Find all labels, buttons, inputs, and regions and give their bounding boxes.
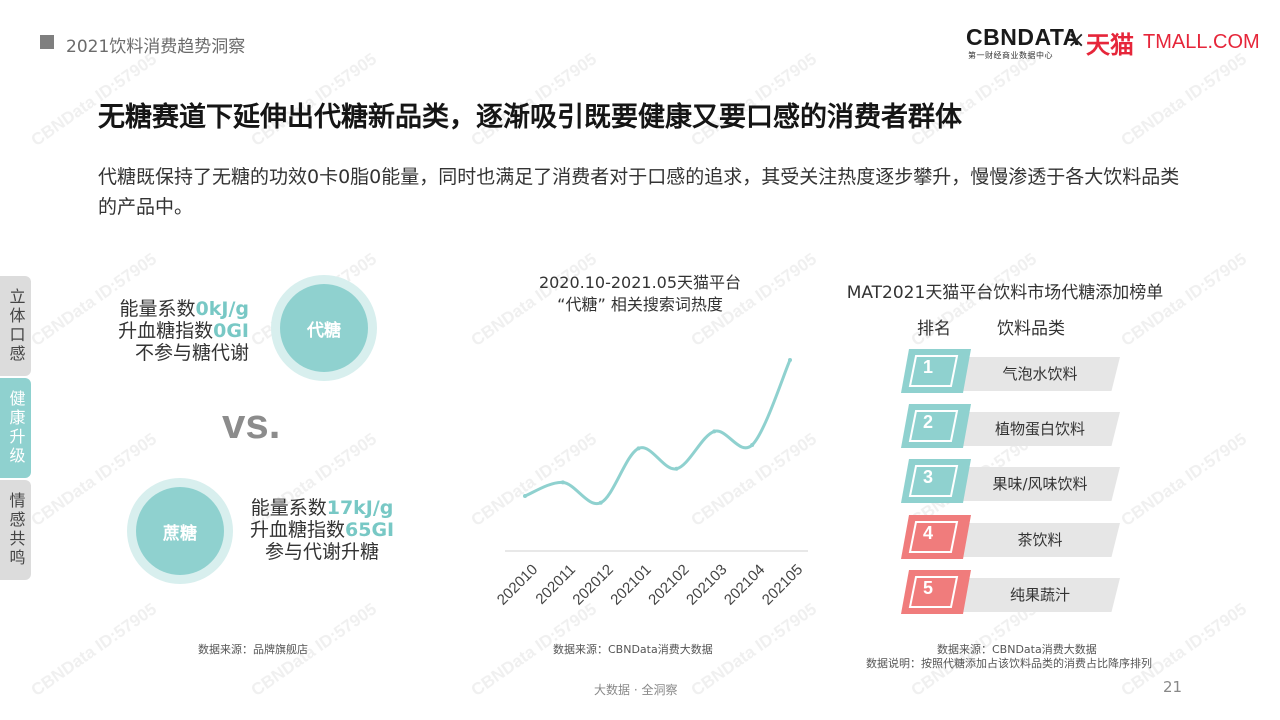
ranking-item-name: 茶饮料 (1017, 531, 1063, 549)
tmall-logo-cn: 天猫 (1086, 31, 1134, 59)
rank-number: 2 (922, 412, 933, 432)
ranking-bar (950, 523, 1120, 557)
ranking-item: 气泡水饮料 1 (895, 347, 1135, 395)
ranking-item: 纯果蔬汁 5 (895, 568, 1135, 616)
ranking-title: MAT2021天猫平台饮料市场代糖添加榜单 (846, 283, 1164, 303)
page-title: 无糖赛道下延伸出代糖新品类，逐渐吸引既要健康又要口感的消费者群体 (98, 102, 962, 133)
ranking-bar (950, 467, 1120, 501)
ranking-item-name: 纯果蔬汁 (1009, 586, 1070, 604)
section-marker (40, 35, 54, 49)
ranking-item: 茶饮料 4 (895, 513, 1135, 561)
ranking-bar (950, 578, 1120, 612)
rank-number: 1 (922, 357, 933, 377)
x-tick-label: 202012 (569, 561, 616, 608)
comparison-source: 数据来源：品牌旗舰店 (198, 643, 308, 656)
x-tick-label: 202102 (645, 561, 692, 608)
spec-value: 0GI (213, 320, 249, 342)
ranking-bar (950, 357, 1120, 391)
search-trend-chart: 2020102020112020122021012021022021032021… (494, 358, 808, 609)
trend-point (636, 446, 641, 451)
x-tick-label: 202104 (721, 561, 768, 608)
section-title: 2021饮料消费趋势洞察 (66, 37, 246, 57)
tmall-logo-en: TMALL.COM (1143, 31, 1260, 53)
page-description: 代糖既保持了无糖的功效0卡0脂0能量，同时也满足了消费者对于口感的追求，其受关注… (98, 166, 1180, 218)
watermark: CBNData ID:57905 (1117, 429, 1251, 530)
ranking-item-name: 植物蛋白饮料 (994, 420, 1085, 438)
x-tick-label: 202010 (494, 561, 541, 608)
brand-logo: CBNDATA 第一财经商业数据中心 × 天猫 TMALL.COM (966, 24, 1260, 64)
spec-label: 能量系数 (119, 298, 196, 320)
cbndata-logo-subtitle: 第一财经商业数据中心 (968, 51, 1053, 60)
cbndata-logo-text: CBNDATA (966, 24, 1080, 50)
rank-badge-icon (901, 515, 971, 559)
spec-value: 65GI (345, 519, 395, 541)
rank-badge-icon (901, 349, 971, 393)
bubble-label: 蔗糖 (163, 523, 197, 544)
spec-value: 0kJ/g (195, 298, 249, 320)
page-number: 21 (1163, 678, 1183, 696)
vs-label: vs. (222, 400, 281, 447)
rank-badge-icon (901, 404, 971, 448)
spec-metabolism: 参与代谢升糖 (265, 541, 380, 563)
rank-number: 5 (922, 578, 933, 598)
trend-point (523, 494, 527, 498)
trend-point (560, 480, 565, 485)
bubble-label: 代糖 (307, 320, 341, 341)
spec-metabolism: 不参与糖代谢 (134, 342, 249, 364)
ranking-item: 果味/风味饮料 3 (895, 457, 1135, 505)
side-tab-emotion[interactable]: 情感共鸣 (0, 480, 31, 580)
rank-badge-icon (901, 459, 971, 503)
substitute-specs: 能量系数0kJ/g 升血糖指数0GI 不参与糖代谢 (118, 298, 249, 364)
x-tick-label: 202105 (759, 561, 806, 608)
x-tick-label: 202011 (532, 561, 579, 608)
logo-cross: × (1067, 28, 1086, 53)
rank-number: 3 (922, 467, 933, 487)
trend-point (712, 429, 717, 434)
trend-point (598, 500, 603, 505)
ranking-source: 数据来源：CBNData消费大数据 (937, 643, 1097, 656)
spec-label: 升血糖指数 (118, 320, 214, 342)
ranking-note: 数据说明：按照代糖添加占该饮料品类的消费占比降序排列 (866, 657, 1152, 670)
chart-title-line1: 2020.10-2021.05天猫平台 (538, 273, 742, 292)
watermark: CBNData ID:57905 (1117, 599, 1251, 700)
side-tab-label: 立体口感 (6, 288, 26, 364)
rank-number: 4 (922, 523, 933, 543)
sucrose-specs: 能量系数17kJ/g 升血糖指数65GI 参与代谢升糖 (250, 497, 394, 563)
ranking-col-rank: 排名 (917, 319, 951, 339)
ranking-item-name: 果味/风味饮料 (992, 475, 1088, 493)
side-tab-health[interactable]: 健康升级 (0, 378, 31, 478)
spec-value: 17kJ/g (326, 497, 394, 519)
substitute-bubble: 代糖 (280, 284, 368, 372)
side-tab-nav: 立体口感 健康升级 情感共鸣 (0, 276, 31, 582)
watermark: CBNData ID:57905 (27, 599, 161, 700)
trend-source: 数据来源：CBNData消费大数据 (553, 643, 713, 656)
ranking-col-category: 饮料品类 (997, 319, 1065, 339)
sucrose-bubble: 蔗糖 (136, 487, 224, 575)
side-tab-label: 情感共鸣 (6, 492, 26, 568)
footer-slogan: 大数据 · 全洞察 (594, 683, 678, 697)
side-tab-texture[interactable]: 立体口感 (0, 276, 31, 376)
ranking-bar (950, 412, 1120, 446)
rank-badge-icon (901, 570, 971, 614)
trend-point (788, 358, 792, 362)
spec-label: 升血糖指数 (250, 519, 346, 541)
chart-title: 2020.10-2021.05天猫平台 “代糖” 相关搜索词热度 (480, 272, 800, 316)
trend-point (674, 466, 679, 471)
x-tick-label: 202101 (607, 561, 654, 608)
spec-label: 能量系数 (250, 497, 327, 519)
ranking-item: 植物蛋白饮料 2 (895, 402, 1135, 450)
trend-point (750, 443, 755, 447)
chart-title-line2: “代糖” 相关搜索词热度 (557, 295, 723, 314)
ranking-item-name: 气泡水饮料 (1002, 365, 1078, 383)
x-tick-label: 202103 (683, 561, 730, 608)
side-tab-label: 健康升级 (6, 390, 26, 466)
watermark: CBNData ID:57905 (1117, 49, 1251, 150)
